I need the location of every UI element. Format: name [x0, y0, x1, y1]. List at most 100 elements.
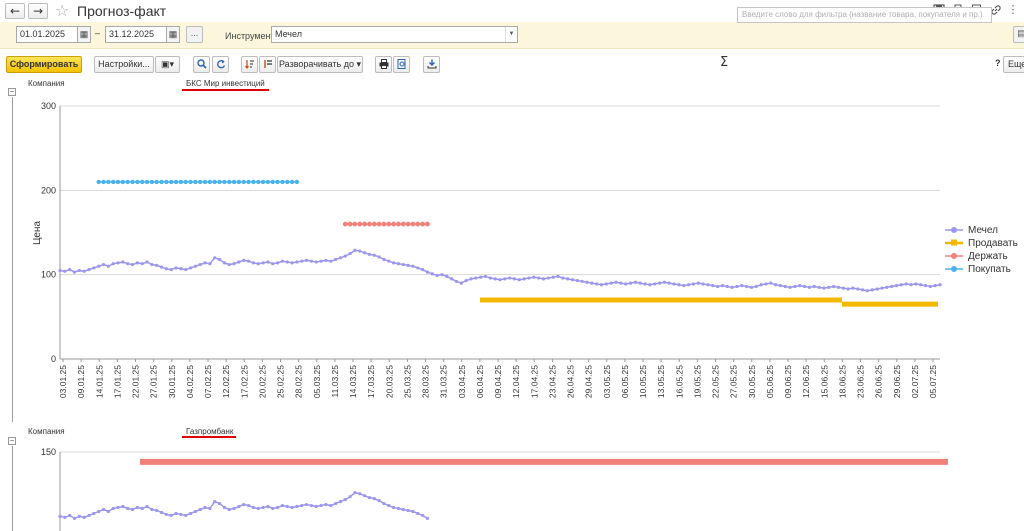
hold-point	[367, 221, 372, 227]
x-tick-label: 16.05.25	[674, 365, 684, 398]
link-icon[interactable]	[990, 4, 1002, 16]
buy-point	[231, 179, 237, 185]
mechel-point	[856, 287, 860, 291]
more-icon[interactable]: ⋮	[1007, 3, 1019, 16]
mechel-point	[657, 281, 662, 285]
date-from-field[interactable]: 01.01.2025	[16, 26, 78, 43]
search-icon[interactable]	[193, 56, 210, 73]
mechel-point	[421, 513, 425, 518]
mechel-point	[155, 263, 159, 267]
hold-point	[381, 221, 387, 227]
mechel-point	[184, 268, 188, 272]
mechel-point	[261, 505, 265, 510]
mechel-point	[116, 261, 120, 265]
x-tick-label: 05.06.25	[765, 365, 775, 398]
collapse-group-icon[interactable]: −	[8, 436, 16, 445]
mechel-point	[696, 281, 700, 285]
mechel-point	[633, 280, 637, 284]
mechel-point	[609, 281, 613, 285]
mechel-point	[208, 262, 212, 266]
calendar-from-icon[interactable]: ▦	[78, 26, 91, 43]
mechel-point	[150, 507, 154, 512]
download-icon[interactable]	[423, 56, 440, 73]
expand-to-dropdown[interactable]: Разворачивать до ▾	[277, 56, 363, 73]
mechel-point	[111, 506, 115, 511]
mechel-point	[271, 262, 275, 266]
group-icon[interactable]	[259, 56, 276, 73]
mechel-point	[827, 285, 831, 289]
variant-icon[interactable]: ▣▾	[155, 56, 180, 73]
mechel-point	[928, 284, 932, 289]
mechel-point	[788, 285, 792, 289]
mechel-point	[832, 284, 836, 289]
date-to-field[interactable]: 31.12.2025	[105, 26, 167, 43]
settings-button[interactable]: Настройки...	[94, 56, 154, 73]
mechel-point	[744, 284, 749, 289]
mechel-point	[300, 259, 304, 263]
forward-button[interactable]: →	[28, 3, 48, 19]
sort-icon[interactable]	[241, 56, 258, 73]
refresh-icon[interactable]	[212, 56, 229, 73]
mechel-point	[101, 262, 106, 267]
preview-icon[interactable]	[393, 56, 410, 73]
mechel-point	[164, 267, 168, 271]
mechel-point	[150, 262, 154, 267]
mechel-point	[435, 273, 439, 278]
mechel-point	[343, 498, 347, 502]
y-tick-label: 200	[41, 185, 56, 195]
mechel-point	[324, 258, 328, 262]
mechel-point	[87, 513, 91, 518]
more-button[interactable]: Еще	[1003, 56, 1024, 73]
favorite-star-icon[interactable]: ☆	[55, 1, 70, 20]
mechel-point	[508, 276, 512, 280]
mechel-point	[68, 268, 72, 272]
mechel-point	[193, 264, 197, 268]
mechel-point	[300, 503, 304, 508]
mechel-point	[343, 254, 347, 258]
mechel-point	[353, 491, 357, 495]
mechel-point	[624, 282, 628, 286]
generate-button[interactable]: Сформировать	[6, 56, 82, 73]
x-tick-label: 12.04.25	[511, 365, 521, 398]
mechel-point	[450, 277, 454, 281]
mechel-point	[416, 266, 420, 270]
filter-settings-icon[interactable]: ▤	[1013, 26, 1024, 43]
x-tick-label: 30.05.25	[747, 365, 757, 398]
back-button[interactable]: ←	[5, 3, 25, 19]
period-select-button[interactable]: ...	[186, 26, 203, 43]
mechel-point	[188, 266, 193, 270]
mechel-point	[232, 506, 236, 511]
legend-label: Продавать	[968, 238, 1018, 249]
mechel-point	[184, 513, 188, 518]
instrument-select[interactable]: Мечел ▼	[271, 26, 518, 43]
mechel-point	[227, 507, 231, 512]
mechel-point	[774, 283, 778, 287]
mechel-point	[135, 505, 139, 510]
mechel-point	[537, 276, 541, 280]
x-tick-label: 05.03.25	[312, 365, 322, 398]
mechel-point	[894, 284, 899, 288]
x-tick-label: 17.04.25	[529, 365, 539, 398]
mechel-point	[266, 260, 270, 264]
mechel-point	[556, 274, 560, 278]
x-tick-label: 03.01.25	[58, 365, 68, 398]
instrument-value: Мечел	[275, 29, 302, 39]
mechel-point	[764, 282, 768, 286]
help-button[interactable]: ?	[995, 58, 1001, 68]
chevron-down-icon[interactable]: ▼	[505, 27, 517, 42]
mechel-point	[367, 496, 372, 500]
mechel-point	[406, 508, 410, 513]
collapse-group-icon[interactable]: −	[8, 87, 16, 96]
mechel-point	[130, 507, 135, 512]
buy-point	[106, 179, 111, 185]
mechel-point	[188, 511, 193, 516]
mechel-point	[203, 261, 207, 265]
mechel-point	[798, 284, 802, 288]
buy-point	[227, 179, 232, 185]
calendar-to-icon[interactable]: ▦	[167, 26, 180, 43]
print-button-icon[interactable]	[375, 56, 392, 73]
filter-search-input[interactable]: Введите слово для фильтра (название това…	[737, 7, 992, 23]
x-tick-label: 06.04.25	[475, 365, 485, 398]
sum-icon[interactable]: Σ	[720, 55, 729, 70]
mechel-point	[242, 502, 246, 507]
